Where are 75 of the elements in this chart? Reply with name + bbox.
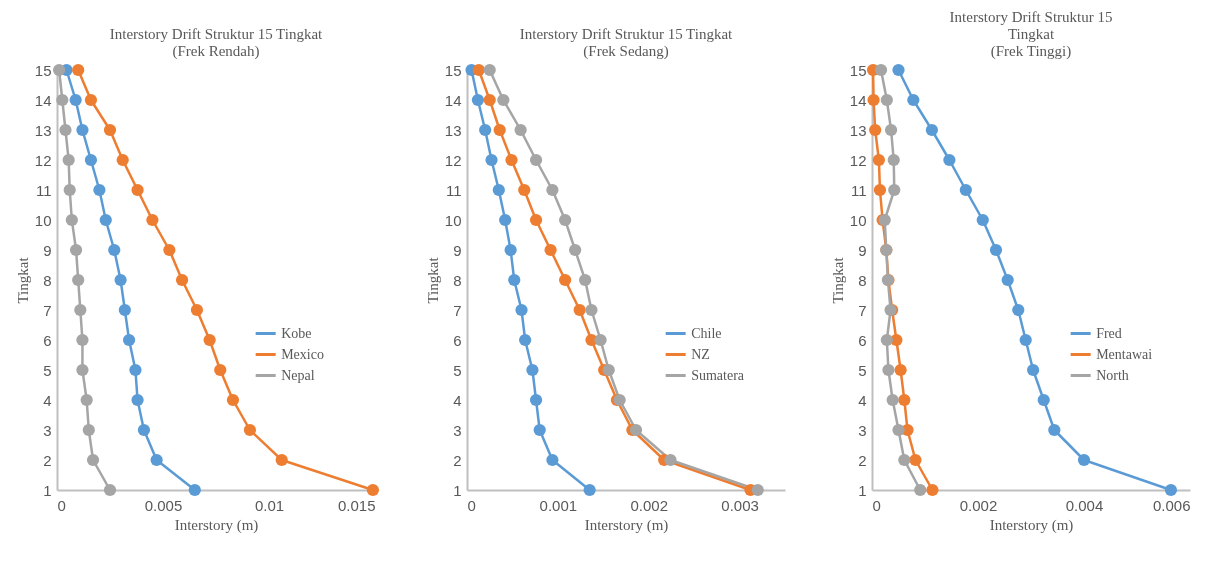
- x-axis-title: Interstory (m): [989, 516, 1074, 534]
- y-tick-label: 1: [453, 481, 462, 499]
- y-tick-label: 10: [849, 211, 867, 229]
- y-tick-label: 11: [445, 181, 462, 199]
- y-axis-title: Tingkat: [424, 256, 441, 304]
- y-tick-label: 15: [444, 61, 462, 79]
- y-tick-label: 10: [34, 211, 52, 229]
- x-tick-label: 0.015: [337, 496, 376, 514]
- y-tick-label: 9: [858, 241, 867, 259]
- y-tick-label: 12: [34, 151, 52, 169]
- y-tick-label: 12: [444, 151, 462, 169]
- y-tick-label: 15: [34, 61, 52, 79]
- y-tick-label: 4: [453, 391, 462, 409]
- y-tick-label: 6: [43, 331, 52, 349]
- chart-title: Interstory Drift Struktur 15 Tingkat (Frek Sedang): [519, 26, 734, 60]
- y-tick-label: 5: [453, 361, 462, 379]
- y-tick-label: 6: [858, 331, 867, 349]
- legend-label: North: [1096, 367, 1129, 383]
- legend-label: Kobe: [281, 325, 312, 341]
- y-tick-label: 11: [35, 181, 52, 199]
- y-tick-label: 8: [858, 271, 867, 289]
- y-tick-label: 4: [858, 391, 867, 409]
- x-axis-title: Interstory (m): [174, 516, 259, 534]
- y-tick-label: 13: [849, 121, 867, 139]
- legend-label: Mexico: [281, 346, 324, 362]
- x-tick-label: 0.005: [144, 496, 183, 514]
- y-tick-label: 3: [43, 421, 52, 439]
- legend-label: Mentawai: [1096, 346, 1153, 362]
- y-tick-label: 13: [444, 121, 462, 139]
- x-tick-label: 0: [57, 496, 66, 514]
- y-tick-label: 14: [444, 91, 462, 109]
- x-tick-label: 0: [872, 496, 881, 514]
- y-tick-label: 6: [453, 331, 462, 349]
- y-axis-title: Tingkat: [829, 256, 846, 304]
- y-tick-label: 3: [858, 421, 867, 439]
- y-tick-label: 7: [43, 301, 52, 319]
- y-tick-label: 9: [43, 241, 52, 259]
- y-tick-label: 7: [453, 301, 462, 319]
- y-tick-label: 3: [453, 421, 462, 439]
- x-tick-label: 0.002: [630, 496, 668, 514]
- x-axis-title: Interstory (m): [584, 516, 669, 534]
- y-tick-label: 8: [43, 271, 52, 289]
- legend-label: Fred: [1096, 325, 1122, 341]
- y-tick-label: 12: [849, 151, 867, 169]
- y-tick-label: 2: [453, 451, 462, 469]
- legend-label: Chile: [691, 325, 722, 341]
- y-tick-label: 1: [858, 481, 867, 499]
- y-tick-label: 8: [453, 271, 462, 289]
- y-tick-label: 4: [43, 391, 52, 409]
- chart-title: Interstory Drift Struktur 15 Tingkat (Frek Rendah): [109, 26, 324, 60]
- y-tick-label: 14: [849, 91, 867, 109]
- y-tick-label: 9: [453, 241, 462, 259]
- y-tick-label: 2: [43, 451, 52, 469]
- y-tick-label: 5: [858, 361, 867, 379]
- x-tick-label: 0.004: [1065, 496, 1104, 514]
- y-tick-label: 2: [858, 451, 867, 469]
- legend-label: Nepal: [281, 367, 315, 383]
- y-tick-label: 13: [34, 121, 52, 139]
- y-axis-title: Tingkat: [14, 256, 31, 304]
- y-tick-label: 5: [43, 361, 52, 379]
- legend-label: NZ: [691, 346, 710, 362]
- y-tick-label: 14: [34, 91, 52, 109]
- y-tick-label: 7: [858, 301, 867, 319]
- chart-title: Interstory Drift Struktur 15 Tingkat (Frek Tinggi): [949, 9, 1113, 60]
- y-tick-label: 11: [850, 181, 867, 199]
- y-tick-label: 1: [43, 481, 52, 499]
- x-tick-label: 0.001: [539, 496, 578, 514]
- x-tick-label: 0.003: [721, 496, 759, 514]
- x-tick-label: 0.01: [254, 496, 285, 514]
- x-tick-label: 0.002: [959, 496, 998, 514]
- y-tick-label: 10: [444, 211, 462, 229]
- x-tick-label: 0.006: [1152, 496, 1191, 514]
- y-tick-label: 15: [849, 61, 867, 79]
- legend-label: Sumatera: [691, 367, 745, 383]
- x-tick-label: 0: [467, 496, 476, 514]
